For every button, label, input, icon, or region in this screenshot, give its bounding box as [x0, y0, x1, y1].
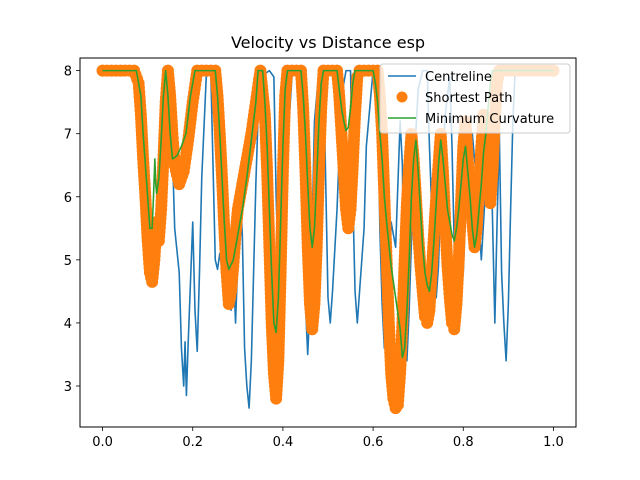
shortest-path-point	[263, 237, 276, 250]
legend-shortest-path-swatch	[396, 91, 408, 103]
shortest-path-point	[343, 208, 356, 221]
shortest-path-point	[393, 371, 406, 384]
x-tick-label: 0.4	[273, 435, 294, 450]
shortest-path-point	[315, 106, 328, 119]
y-tick-label: 4	[64, 317, 72, 332]
x-axis: 0.0 0.2 0.4 0.6 0.8 1.0	[92, 427, 564, 450]
legend-label-minimum-curvature: Minimum Curvature	[425, 112, 554, 127]
x-tick-label: 0.2	[182, 435, 203, 450]
y-tick-label: 7	[64, 128, 72, 143]
x-tick-label: 0.6	[363, 435, 384, 450]
x-tick-label: 0.0	[92, 435, 113, 450]
legend: Centreline Shortest Path Minimum Curvatu…	[379, 63, 571, 134]
y-axis: 3 4 5 6 7 8	[64, 65, 80, 395]
chart-title: Velocity vs Distance esp	[231, 33, 425, 52]
shortest-path-point	[299, 161, 312, 174]
y-tick-label: 6	[64, 191, 72, 206]
y-tick-label: 3	[64, 380, 72, 395]
shortest-path-point	[382, 312, 395, 325]
shortest-path-point	[181, 138, 194, 151]
shortest-path-point	[486, 170, 499, 183]
y-tick-label: 5	[64, 254, 72, 269]
shortest-path-point	[441, 256, 454, 269]
shortest-path-point	[154, 207, 167, 220]
shortest-path-point	[312, 169, 325, 182]
legend-box	[379, 63, 571, 134]
x-tick-label: 0.8	[453, 435, 474, 450]
y-tick-label: 8	[64, 65, 72, 80]
legend-label-centreline: Centreline	[425, 70, 492, 85]
axes-frame	[79, 57, 577, 428]
legend-label-shortest-path: Shortest Path	[425, 91, 512, 106]
x-tick-label: 1.0	[543, 435, 564, 450]
shortest-path-point	[134, 104, 147, 117]
series-minimum-curvature	[102, 69, 554, 359]
plot-area	[96, 64, 560, 415]
shortest-path-point	[168, 154, 181, 167]
shortest-path-point	[147, 258, 160, 271]
minimum-curvature-line	[102, 69, 554, 359]
